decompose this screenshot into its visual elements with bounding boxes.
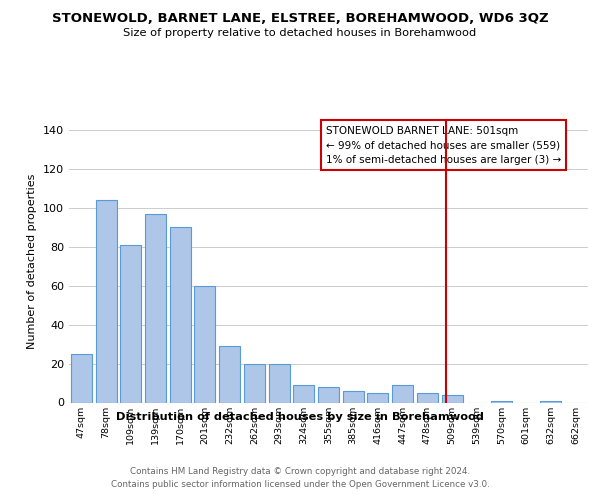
Bar <box>219 346 240 403</box>
Bar <box>367 393 388 402</box>
Bar <box>318 387 339 402</box>
Bar <box>95 200 116 402</box>
Bar <box>343 391 364 402</box>
Text: Size of property relative to detached houses in Borehamwood: Size of property relative to detached ho… <box>124 28 476 38</box>
Bar <box>541 400 562 402</box>
Y-axis label: Number of detached properties: Number of detached properties <box>28 174 37 349</box>
Bar <box>491 400 512 402</box>
Text: Distribution of detached houses by size in Borehamwood: Distribution of detached houses by size … <box>116 412 484 422</box>
Bar <box>417 393 438 402</box>
Bar <box>194 286 215 403</box>
Bar <box>145 214 166 402</box>
Text: STONEWOLD BARNET LANE: 501sqm
← 99% of detached houses are smaller (559)
1% of s: STONEWOLD BARNET LANE: 501sqm ← 99% of d… <box>326 126 561 165</box>
Bar <box>71 354 92 403</box>
Text: STONEWOLD, BARNET LANE, ELSTREE, BOREHAMWOOD, WD6 3QZ: STONEWOLD, BARNET LANE, ELSTREE, BOREHAM… <box>52 12 548 26</box>
Bar <box>170 227 191 402</box>
Text: Contains HM Land Registry data © Crown copyright and database right 2024.
Contai: Contains HM Land Registry data © Crown c… <box>110 468 490 489</box>
Bar <box>120 244 141 402</box>
Bar <box>442 394 463 402</box>
Bar <box>293 385 314 402</box>
Bar <box>392 385 413 402</box>
Bar <box>269 364 290 403</box>
Bar <box>244 364 265 403</box>
